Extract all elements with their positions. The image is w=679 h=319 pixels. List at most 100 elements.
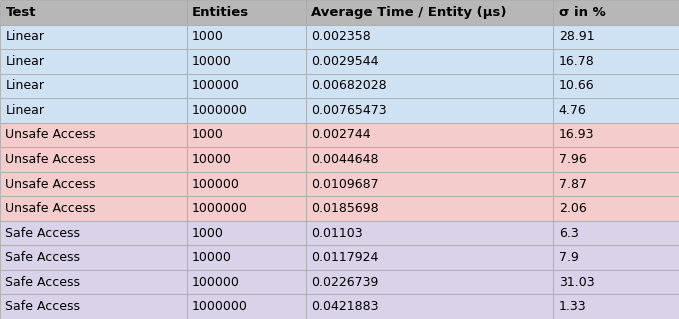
Bar [306,294,553,319]
Text: Linear: Linear [5,30,44,43]
Text: 6.3: 6.3 [559,226,579,240]
Text: Safe Access: Safe Access [5,276,80,289]
Bar [0,245,187,270]
Bar [553,123,679,147]
Text: 1000: 1000 [192,226,224,240]
Text: Linear: Linear [5,79,44,93]
Bar [0,196,187,221]
Bar [553,49,679,74]
Bar [187,172,306,196]
Bar [187,147,306,172]
Text: Entities: Entities [192,6,249,19]
Bar [0,0,187,25]
Bar [0,221,187,245]
Text: 1000000: 1000000 [192,104,248,117]
Bar [306,221,553,245]
Bar [187,245,306,270]
Text: 7.96: 7.96 [559,153,587,166]
Bar [553,98,679,123]
Text: 10000: 10000 [192,55,232,68]
Bar [187,98,306,123]
Text: Test: Test [5,6,36,19]
Text: σ in %: σ in % [559,6,606,19]
Bar [187,123,306,147]
Text: 0.002358: 0.002358 [311,30,371,43]
Text: 16.78: 16.78 [559,55,595,68]
Text: Linear: Linear [5,104,44,117]
Bar [0,294,187,319]
Text: Unsafe Access: Unsafe Access [5,178,96,190]
Bar [0,74,187,98]
Bar [0,172,187,196]
Text: 0.0117924: 0.0117924 [311,251,378,264]
Text: Linear: Linear [5,55,44,68]
Bar [187,49,306,74]
Bar [187,270,306,294]
Text: Safe Access: Safe Access [5,251,80,264]
Text: 100000: 100000 [192,178,240,190]
Bar [553,196,679,221]
Text: Unsafe Access: Unsafe Access [5,153,96,166]
Bar [553,147,679,172]
Bar [306,270,553,294]
Bar [0,98,187,123]
Bar [0,147,187,172]
Text: 10000: 10000 [192,153,232,166]
Bar [306,25,553,49]
Text: 1000: 1000 [192,129,224,141]
Text: 7.87: 7.87 [559,178,587,190]
Bar [187,196,306,221]
Bar [0,49,187,74]
Text: 2.06: 2.06 [559,202,587,215]
Text: 0.0109687: 0.0109687 [311,178,379,190]
Text: Unsafe Access: Unsafe Access [5,202,96,215]
Bar [306,0,553,25]
Text: 1000: 1000 [192,30,224,43]
Bar [553,245,679,270]
Text: 1.33: 1.33 [559,300,587,313]
Bar [553,172,679,196]
Text: 0.00682028: 0.00682028 [311,79,386,93]
Bar [0,270,187,294]
Text: 0.0029544: 0.0029544 [311,55,378,68]
Bar [553,221,679,245]
Text: 31.03: 31.03 [559,276,594,289]
Text: 0.00765473: 0.00765473 [311,104,386,117]
Text: 0.01103: 0.01103 [311,226,363,240]
Text: 16.93: 16.93 [559,129,594,141]
Bar [187,74,306,98]
Bar [187,294,306,319]
Text: Safe Access: Safe Access [5,300,80,313]
Bar [306,147,553,172]
Bar [553,74,679,98]
Text: 0.0226739: 0.0226739 [311,276,378,289]
Text: 100000: 100000 [192,276,240,289]
Bar [553,0,679,25]
Bar [187,25,306,49]
Text: Average Time / Entity (µs): Average Time / Entity (µs) [311,6,507,19]
Bar [0,123,187,147]
Bar [553,270,679,294]
Bar [553,25,679,49]
Bar [553,294,679,319]
Text: 100000: 100000 [192,79,240,93]
Text: 0.0044648: 0.0044648 [311,153,378,166]
Text: 28.91: 28.91 [559,30,594,43]
Bar [306,74,553,98]
Text: 0.002744: 0.002744 [311,129,371,141]
Text: 7.9: 7.9 [559,251,579,264]
Bar [306,49,553,74]
Bar [0,25,187,49]
Text: 4.76: 4.76 [559,104,587,117]
Bar [306,98,553,123]
Bar [306,123,553,147]
Text: 1000000: 1000000 [192,202,248,215]
Bar [187,0,306,25]
Text: 1000000: 1000000 [192,300,248,313]
Text: Safe Access: Safe Access [5,226,80,240]
Text: 0.0185698: 0.0185698 [311,202,379,215]
Bar [187,221,306,245]
Text: 10000: 10000 [192,251,232,264]
Text: Unsafe Access: Unsafe Access [5,129,96,141]
Bar [306,245,553,270]
